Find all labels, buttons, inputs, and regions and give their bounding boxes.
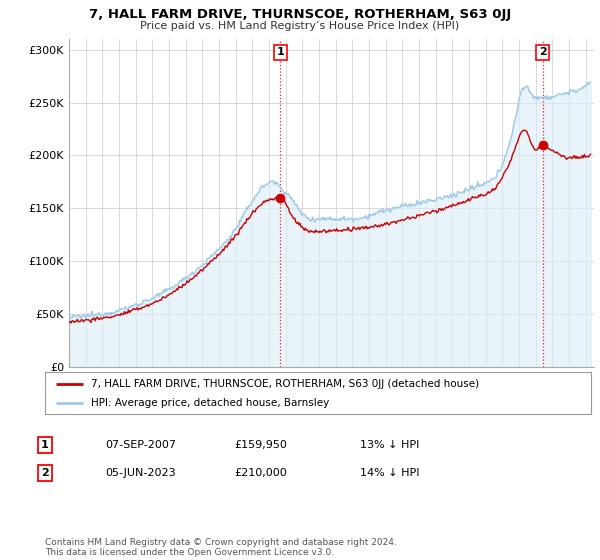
- Text: Price paid vs. HM Land Registry’s House Price Index (HPI): Price paid vs. HM Land Registry’s House …: [140, 21, 460, 31]
- Text: 7, HALL FARM DRIVE, THURNSCOE, ROTHERHAM, S63 0JJ: 7, HALL FARM DRIVE, THURNSCOE, ROTHERHAM…: [89, 8, 511, 21]
- Text: 13% ↓ HPI: 13% ↓ HPI: [360, 440, 419, 450]
- Text: Contains HM Land Registry data © Crown copyright and database right 2024.
This d: Contains HM Land Registry data © Crown c…: [45, 538, 397, 557]
- Text: 05-JUN-2023: 05-JUN-2023: [105, 468, 176, 478]
- Text: HPI: Average price, detached house, Barnsley: HPI: Average price, detached house, Barn…: [91, 399, 329, 408]
- Text: £159,950: £159,950: [234, 440, 287, 450]
- Text: 7, HALL FARM DRIVE, THURNSCOE, ROTHERHAM, S63 0JJ (detached house): 7, HALL FARM DRIVE, THURNSCOE, ROTHERHAM…: [91, 379, 479, 389]
- Text: £210,000: £210,000: [234, 468, 287, 478]
- Text: 1: 1: [41, 440, 49, 450]
- Text: 1: 1: [277, 48, 284, 57]
- Text: 14% ↓ HPI: 14% ↓ HPI: [360, 468, 419, 478]
- Text: 07-SEP-2007: 07-SEP-2007: [105, 440, 176, 450]
- Text: 2: 2: [539, 48, 547, 57]
- Text: 2: 2: [41, 468, 49, 478]
